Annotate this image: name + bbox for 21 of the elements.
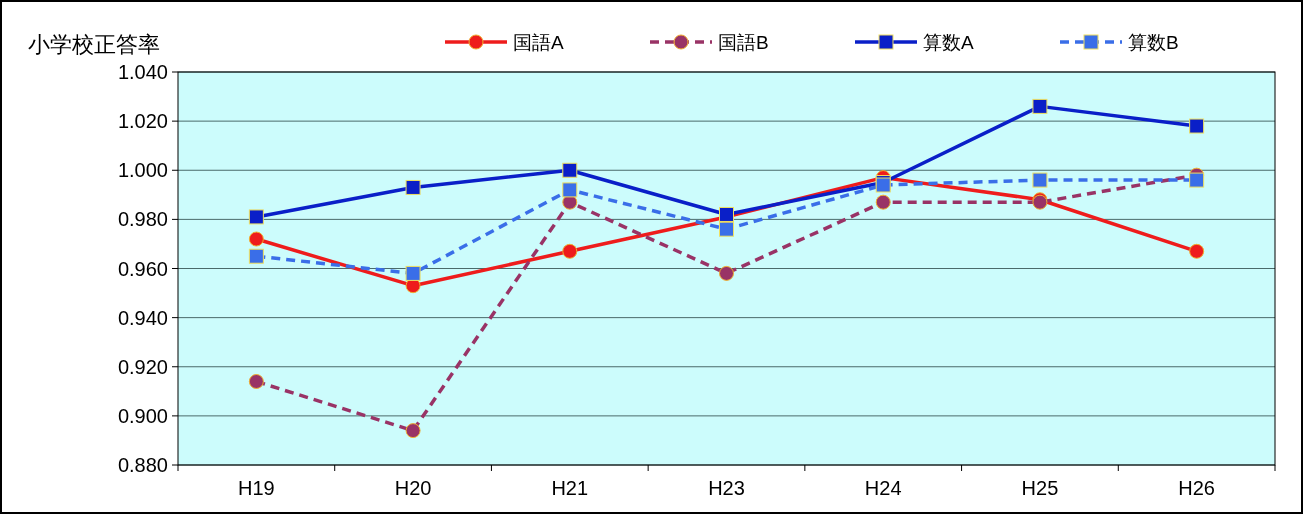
y-tick-label: 0.940 — [117, 306, 168, 329]
y-tick-label: 0.980 — [117, 208, 168, 231]
y-tick-label: 0.900 — [117, 404, 168, 427]
legend-label: 算数B — [1128, 32, 1179, 53]
y-tick-label: 0.880 — [117, 454, 168, 476]
chart-title: 小学校正答率 — [28, 32, 160, 57]
x-tick-label: H21 — [551, 477, 589, 499]
y-tick-label: 0.960 — [117, 257, 168, 280]
y-tick-label: 1.020 — [117, 110, 168, 133]
x-tick-label: H26 — [1178, 477, 1215, 499]
legend-label: 算数A — [923, 32, 974, 53]
legend-label: 国語B — [718, 32, 769, 53]
x-tick-label: H19 — [238, 477, 275, 499]
x-tick-label: H25 — [1021, 477, 1059, 499]
x-tick-label: H23 — [708, 477, 745, 499]
y-tick-label: 1.040 — [117, 61, 168, 83]
legend-label: 国語A — [513, 32, 564, 53]
y-tick-label: 0.920 — [117, 355, 168, 378]
x-tick-label: H24 — [864, 477, 902, 499]
x-tick-label: H20 — [394, 477, 432, 499]
y-tick-label: 1.000 — [117, 159, 168, 182]
